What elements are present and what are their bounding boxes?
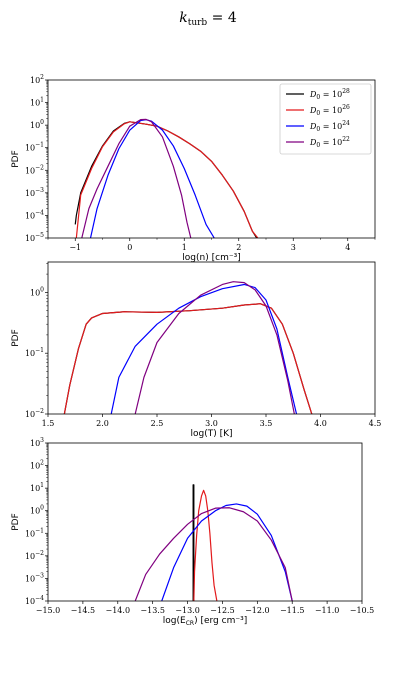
series-line-2 bbox=[75, 121, 259, 238]
y-tick-label: 102 bbox=[30, 460, 44, 471]
legend-entry-2: D0 = 1026 bbox=[309, 104, 350, 117]
y-tick-label: 10−3 bbox=[25, 187, 44, 198]
y-tick-label: 10−5 bbox=[25, 232, 44, 243]
legend-entry-1: D0 = 1028 bbox=[309, 88, 350, 101]
y-axis-label: PDF bbox=[11, 150, 21, 168]
x-axis-label: log(ECR) [erg cm⁻³] bbox=[163, 616, 247, 627]
y-tick-label: 103 bbox=[30, 437, 44, 448]
x-tick-label: 4.5 bbox=[369, 419, 382, 428]
x-tick-label: −12.0 bbox=[245, 606, 270, 615]
legend: D0 = 1028 D0 = 1026 D0 = 1024 D0 = 1022 bbox=[279, 83, 372, 155]
y-tick-label: 10−2 bbox=[25, 164, 44, 175]
y-tick-label: 10−2 bbox=[25, 550, 44, 561]
x-tick-label: 4.0 bbox=[314, 419, 327, 428]
x-tick-label: −11.0 bbox=[315, 606, 340, 615]
x-axis-label: log(T) [K] bbox=[190, 429, 232, 439]
panel-3: −15.0 −14.5 −14.0 −13.5 −13.0 −12.5 −12.0 −11.5… bbox=[11, 437, 374, 627]
y-tick-label: 10−1 bbox=[25, 527, 44, 538]
x-tick-label: 2.0 bbox=[96, 419, 109, 428]
x-tick-label: −15.0 bbox=[36, 606, 61, 615]
x-tick-label: 0 bbox=[127, 243, 132, 252]
x-tick-label: 1 bbox=[182, 243, 187, 252]
legend-box bbox=[279, 83, 372, 155]
y-tick-label: 101 bbox=[30, 482, 44, 493]
x-tick-label: 2.5 bbox=[151, 419, 164, 428]
x-tick-label: 1.5 bbox=[42, 419, 55, 428]
y-axis-label: PDF bbox=[11, 329, 21, 347]
x-tick-label: −1 bbox=[69, 243, 81, 252]
x-tick-label: −11.5 bbox=[280, 606, 305, 615]
panel-1: −1 0 1 2 3 4 10−5 10−4 10−3 10−2 10−1 100 101 102 PDF l… bbox=[11, 74, 376, 263]
x-axis-label: log(n) [cm⁻³] bbox=[182, 253, 240, 263]
y-tick-label: 10−3 bbox=[25, 572, 44, 583]
y-tick-label: 10−1 bbox=[25, 142, 44, 153]
panel-2: 1.5 2.0 2.5 3.0 3.5 4.0 4.5 10−2 10−1 100 PDF log(T… bbox=[11, 261, 382, 439]
x-tick-label: 4 bbox=[345, 243, 350, 252]
y-tick-label: 102 bbox=[30, 74, 44, 85]
series-line-2 bbox=[193, 489, 218, 601]
x-tick-label: 3.0 bbox=[205, 419, 218, 428]
x-tick-label: −12.5 bbox=[210, 606, 235, 615]
series-group bbox=[63, 281, 313, 414]
legend-entry-4: D0 = 1022 bbox=[309, 136, 350, 149]
y-axis-label: PDF bbox=[11, 513, 21, 531]
y-tick-label: 10−4 bbox=[25, 209, 44, 220]
figure-title-main: k bbox=[179, 10, 187, 26]
panels: −1 0 1 2 3 4 10−5 10−4 10−3 10−2 10−1 100 101 102 PDF l… bbox=[11, 74, 381, 627]
x-tick-label: −13.5 bbox=[140, 606, 165, 615]
figure-title-sub: turb bbox=[188, 18, 208, 28]
y-tick-label: 10−2 bbox=[25, 408, 44, 419]
y-tick-label: 10−4 bbox=[25, 595, 44, 606]
series-line-3 bbox=[110, 283, 298, 414]
legend-entry-3: D0 = 1024 bbox=[309, 120, 350, 133]
series-line-1 bbox=[63, 303, 313, 414]
y-tick-label: 100 bbox=[30, 505, 44, 516]
series-line-1 bbox=[74, 121, 258, 238]
x-tick-label: −14.5 bbox=[71, 606, 96, 615]
x-tick-label: 2 bbox=[236, 243, 241, 252]
series-group bbox=[134, 484, 293, 601]
series-line-4 bbox=[81, 118, 192, 238]
series-line-1 bbox=[192, 484, 195, 601]
series-group bbox=[74, 118, 259, 238]
x-tick-label: 3 bbox=[291, 243, 296, 252]
x-tick-label: 3.5 bbox=[260, 419, 273, 428]
figure-title: kturb = 4 bbox=[179, 10, 237, 28]
y-tick-label: 100 bbox=[30, 119, 44, 130]
plot-frame bbox=[47, 261, 376, 415]
x-tick-label: −13.0 bbox=[175, 606, 200, 615]
series-line-4 bbox=[134, 281, 295, 414]
y-tick-label: 100 bbox=[30, 286, 44, 297]
y-tick-label: 101 bbox=[30, 97, 44, 108]
figure-title-tail: = 4 bbox=[207, 10, 237, 26]
x-tick-label: −14.0 bbox=[106, 606, 131, 615]
series-line-4 bbox=[134, 507, 293, 601]
series-line-3 bbox=[161, 503, 293, 601]
y-tick-label: 10−1 bbox=[25, 347, 44, 358]
series-line-2 bbox=[63, 303, 313, 414]
plot-frame bbox=[47, 442, 363, 602]
x-tick-label: −10.5 bbox=[350, 606, 375, 615]
